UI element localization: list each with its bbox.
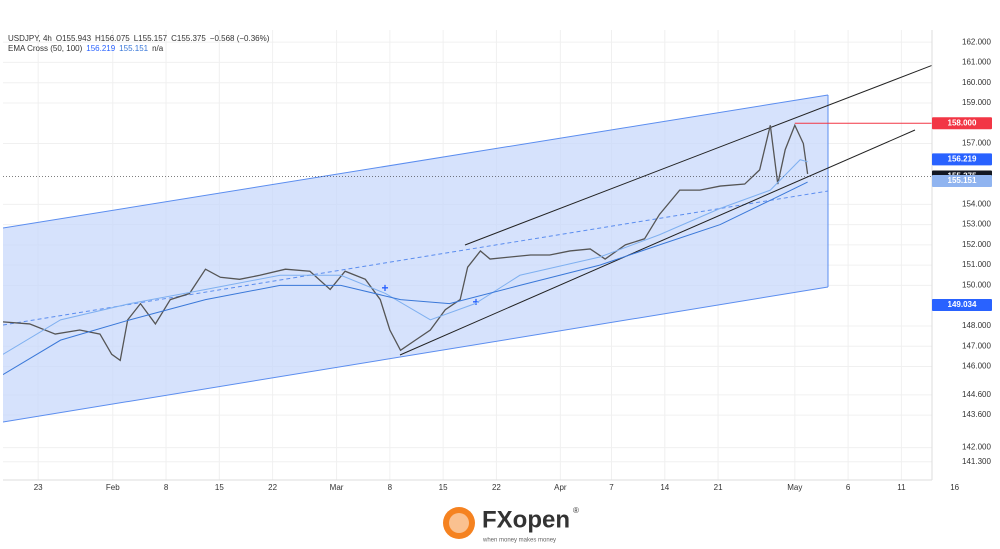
series-line (3, 123, 809, 362)
y-tick-label: 143.600 (962, 410, 991, 419)
logo-mark: ® (573, 506, 579, 515)
x-tick-label: 22 (268, 483, 277, 492)
y-tick-label: 162.000 (962, 37, 991, 46)
y-tick-label: 152.000 (962, 240, 991, 249)
y-tick-label: 151.000 (962, 260, 991, 269)
x-tick-label: 23 (34, 483, 43, 492)
signal-marker: + (381, 281, 388, 295)
legend-item: EMA Cross (50, 100) (8, 44, 83, 53)
channel-lower (3, 286, 829, 423)
y-tick-label: 160.000 (962, 78, 991, 87)
series-line (3, 181, 808, 376)
legend-item: −0.568 (−0.36%) (210, 34, 270, 43)
x-tick-label: 21 (714, 483, 723, 492)
signal-marker: + (472, 295, 479, 309)
x-tick-label: 11 (897, 483, 906, 492)
logo-name: FXopen (482, 506, 570, 533)
x-tick-label: 8 (164, 483, 169, 492)
price-label-box (932, 174, 992, 187)
trend-line (399, 129, 916, 356)
legend-item: 156.219 (86, 44, 115, 53)
price-label: 149.034 (948, 300, 977, 309)
y-tick-label: 142.000 (962, 443, 991, 452)
legend-item: n/a (152, 44, 164, 53)
x-tick-label: 16 (950, 483, 959, 492)
price-label-box (932, 298, 992, 311)
series-layer (3, 122, 932, 376)
x-tick-label: 8 (388, 483, 393, 492)
price-label-box (932, 117, 992, 130)
trend-line (464, 64, 932, 246)
axes: 162.000 161.000 160.000 159.000 157.000 154.0… (34, 37, 992, 492)
price-label-box (932, 153, 992, 166)
price-label: 156.219 (948, 154, 977, 163)
price-label: 155.151 (948, 176, 977, 185)
y-tick-label: 157.000 (962, 139, 991, 148)
price-axis (932, 30, 1000, 495)
logo-icon (449, 513, 469, 533)
logo: FXopen ® when money makes money (443, 506, 579, 544)
x-tick-label: 15 (439, 483, 448, 492)
legend: EMA Cross (50, 100) 156.219 155.151 n/a (8, 44, 164, 53)
y-tick-label: 148.000 (962, 321, 991, 330)
series-line (3, 159, 808, 355)
x-tick-label: 14 (660, 483, 669, 492)
x-tick-label: Apr (554, 483, 567, 492)
x-tick-label: Feb (106, 483, 120, 492)
y-tick-label: 147.000 (962, 341, 991, 350)
logo-tagline: when money makes money (482, 538, 556, 544)
y-tick-label: 141.300 (962, 457, 991, 466)
legend-item: USDJPY, 4h (8, 34, 52, 43)
price-label: 158.000 (948, 118, 977, 127)
legend-item: C155.375 (171, 34, 206, 43)
y-tick-label: 144.600 (962, 390, 991, 399)
y-tick-label: 159.000 (962, 98, 991, 107)
x-tick-label: May (787, 483, 802, 492)
y-tick-label: 153.000 (962, 220, 991, 229)
y-tick-label: 146.000 (962, 362, 991, 371)
x-tick-label: Mar (330, 483, 344, 492)
legend-item: L155.157 (134, 34, 168, 43)
y-tick-label: 154.000 (962, 199, 991, 208)
y-tick-label: 161.000 (962, 58, 991, 67)
x-tick-label: 7 (609, 483, 614, 492)
x-tick-label: 6 (846, 483, 851, 492)
channel-mid (3, 190, 829, 326)
legend-item: O155.943 (56, 34, 92, 43)
channel-upper (3, 94, 829, 229)
legend: USDJPY, 4h O155.943 H156.075 L155.157 C155.3… (8, 34, 270, 43)
x-tick-label: 15 (215, 483, 224, 492)
x-tick-label: 22 (492, 483, 501, 492)
legend-item: H156.075 (95, 34, 130, 43)
y-tick-label: 150.000 (962, 281, 991, 290)
legend-item: 155.151 (119, 44, 148, 53)
